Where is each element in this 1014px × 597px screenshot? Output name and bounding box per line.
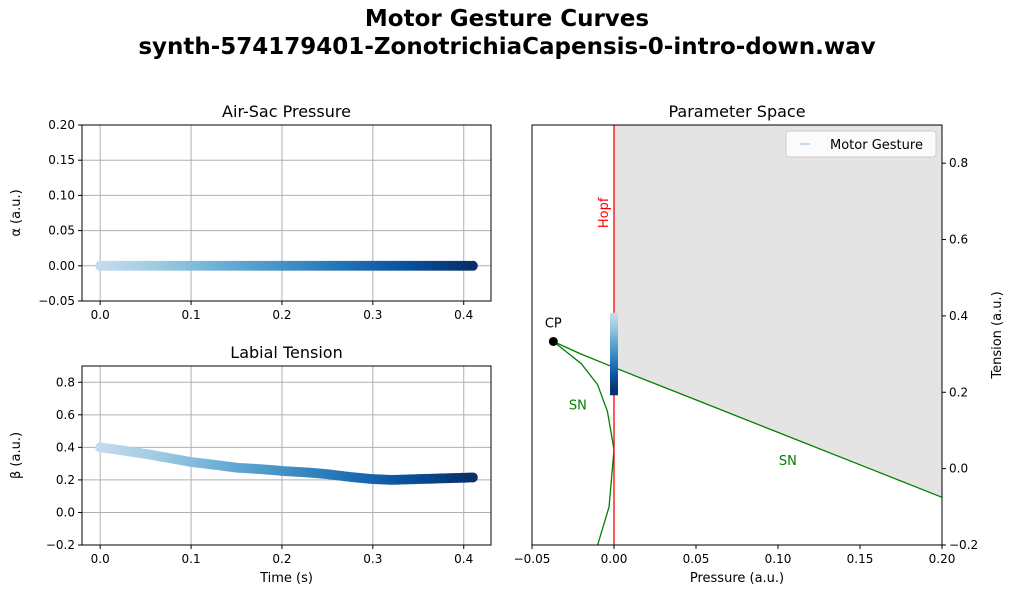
pressure-panel-ytick-label-5: 0.20 xyxy=(48,118,75,132)
tension-panel-xlabel: Time (s) xyxy=(259,571,313,586)
tension-panel-ytick-label-2: 0.2 xyxy=(56,473,75,487)
param-space-xtick-label-1: 0.00 xyxy=(601,552,628,566)
pressure-panel-xtick-label-4: 0.4 xyxy=(454,308,473,322)
param-space-frame xyxy=(531,124,943,546)
sn-right-annotation: SN xyxy=(779,454,797,469)
pressure-panel-ytick-label-3: 0.10 xyxy=(48,188,75,202)
pressure-panel-ytick-label-1: 0.00 xyxy=(48,259,75,273)
tension-panel-frame xyxy=(81,365,492,546)
tension-panel-xtick-label-1: 0.1 xyxy=(182,552,201,566)
pressure-panel-frame xyxy=(81,124,492,302)
tension-panel-title: Labial Tension xyxy=(230,343,342,362)
tension-panel-ytick-label-4: 0.6 xyxy=(56,408,75,422)
stable-region-shading xyxy=(614,125,942,498)
pressure-panel-xtick-label-3: 0.3 xyxy=(363,308,382,322)
param-space-ylabel: Tension (a.u.) xyxy=(990,291,1005,379)
figure-title-line2: synth-574179401-ZonotrichiaCapensis-0-in… xyxy=(138,34,876,60)
param-space-ytick-label-3: 0.4 xyxy=(949,309,968,323)
tension-panel-xtick-label-2: 0.2 xyxy=(272,552,291,566)
param-space-ytick-label-0: −0.2 xyxy=(949,538,978,552)
param-space-ytick-label-1: 0.0 xyxy=(949,462,968,476)
param-space-title: Parameter Space xyxy=(668,102,805,121)
pressure-panel-xtick-label-1: 0.1 xyxy=(182,308,201,322)
pressure-panel-ytick-label-4: 0.15 xyxy=(48,153,75,167)
tension-panel-ylabel: β (a.u.) xyxy=(9,432,24,479)
legend-box xyxy=(785,130,937,158)
sn-right-curve xyxy=(553,340,942,498)
param-space-xtick-label-2: 0.05 xyxy=(683,552,710,566)
pressure-panel-ytick-label-0: −0.05 xyxy=(38,294,75,308)
param-space-xtick-label-5: 0.20 xyxy=(929,552,956,566)
param-space-xlabel: Pressure (a.u.) xyxy=(690,571,784,586)
pressure-panel-xtick-label-0: 0.0 xyxy=(91,308,110,322)
param-space-plot-area xyxy=(548,125,942,545)
tension-panel-ytick-label-5: 0.8 xyxy=(56,375,75,389)
tension-panel-xtick-label-0: 0.0 xyxy=(91,552,110,566)
tension-panel-ytick-label-1: 0.0 xyxy=(56,505,75,519)
pressure-panel-marker xyxy=(467,260,478,271)
param-space-xtick-label-0: −0.05 xyxy=(514,552,551,566)
pressure-panel-ylabel: α (a.u.) xyxy=(9,189,24,236)
pressure-panel-xtick-label-2: 0.2 xyxy=(272,308,291,322)
param-space-xtick-label-4: 0.15 xyxy=(847,552,874,566)
cp-point xyxy=(548,336,558,346)
cp-annotation: CP xyxy=(545,316,562,331)
sn-left-curve xyxy=(552,340,615,545)
tension-panel-ytick-label-3: 0.4 xyxy=(56,440,75,454)
param-space-xtick-label-3: 0.10 xyxy=(765,552,792,566)
figure-title-line1: Motor Gesture Curves xyxy=(364,6,650,32)
motor-gesture-marker xyxy=(610,389,618,396)
legend-label-motor-gesture: Motor Gesture xyxy=(830,138,923,153)
tension-panel-xtick-label-4: 0.4 xyxy=(454,552,473,566)
tension-panel-marker xyxy=(467,472,478,483)
tension-panel-xtick-label-3: 0.3 xyxy=(363,552,382,566)
pressure-panel-title: Air-Sac Pressure xyxy=(222,102,351,121)
sn-left-annotation: SN xyxy=(569,398,587,413)
tension-panel-ytick-label-0: −0.2 xyxy=(46,538,75,552)
pressure-panel-ytick-label-2: 0.05 xyxy=(48,224,75,238)
param-space-ytick-label-4: 0.6 xyxy=(949,233,968,247)
param-space-ytick-label-5: 0.8 xyxy=(949,156,968,170)
hopf-annotation: Hopf xyxy=(597,197,612,228)
param-space-ytick-label-2: 0.2 xyxy=(949,385,968,399)
